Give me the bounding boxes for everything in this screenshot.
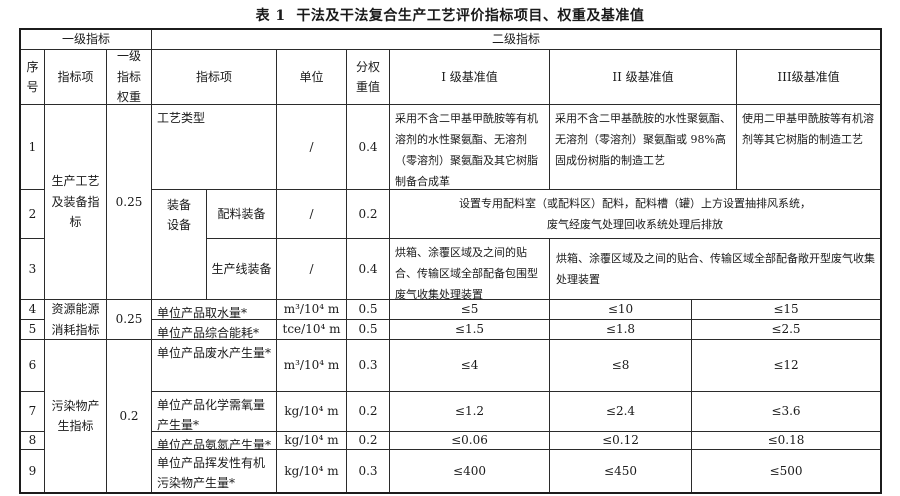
row9-grade2: ≤450 xyxy=(550,450,692,492)
row8-seq: 8 xyxy=(21,432,45,450)
group2-name: 资源能源消耗指标 xyxy=(45,300,107,340)
row6-weight: 0.3 xyxy=(347,340,390,392)
header-sub-weight: 分权 重值 xyxy=(347,50,390,105)
row2-item: 配料装备 xyxy=(207,190,277,239)
row2-item-group: 装备 设备 xyxy=(152,190,207,300)
row3-grade1: 烘箱、涂覆区域及之间的贴合、传输区域全部配备包围型废气收集处理装置 xyxy=(390,239,550,300)
row5-unit: tce/10⁴ m xyxy=(277,320,347,340)
row5-seq: 5 xyxy=(21,320,45,340)
row5-weight: 0.5 xyxy=(347,320,390,340)
row5-grade2: ≤1.8 xyxy=(550,320,692,340)
row8-grade2: ≤0.12 xyxy=(550,432,692,450)
row7-weight: 0.2 xyxy=(347,392,390,432)
row8-grade3: ≤0.18 xyxy=(692,432,880,450)
row1-grade1: 采用不含二甲基甲酰胺等有机溶剂的水性聚氨酯、无溶剂（零溶剂）聚氨酯及其它树脂制备… xyxy=(390,105,550,190)
row8-item: 单位产品氨氮产生量* xyxy=(152,432,277,450)
row1-grade2: 采用不含二甲基酰胺的水性聚氨酯、无溶剂（零溶剂）聚氨酯或 98%高固成份树脂的制… xyxy=(550,105,737,190)
row2-grade-all: 设置专用配料室（或配料区）配料，配料槽（罐）上方设置抽排风系统， 废气经废气处理… xyxy=(390,190,880,239)
row4-item: 单位产品取水量* xyxy=(152,300,277,320)
row1-grade3: 使用二甲基甲酰胺等有机溶剂等其它树脂的制造工艺 xyxy=(737,105,880,190)
row4-weight: 0.5 xyxy=(347,300,390,320)
row5-item: 单位产品综合能耗* xyxy=(152,320,277,340)
row6-item: 单位产品废水产生量* xyxy=(152,340,277,392)
row6-grade3: ≤12 xyxy=(692,340,880,392)
indicator-table: 一级指标 二级指标 序 号 指标项 一级 指标 权重 指标项 单位 分权 重值 … xyxy=(19,28,882,494)
row9-weight: 0.3 xyxy=(347,450,390,492)
row6-seq: 6 xyxy=(21,340,45,392)
row8-weight: 0.2 xyxy=(347,432,390,450)
table-title: 表 1 干法及干法复合生产工艺评价指标项目、权重及基准值 xyxy=(255,8,645,24)
header-unit: 单位 xyxy=(277,50,347,105)
row9-grade1: ≤400 xyxy=(390,450,550,492)
row7-item: 单位产品化学需氧量产生量* xyxy=(152,392,277,432)
row7-seq: 7 xyxy=(21,392,45,432)
row9-grade3: ≤500 xyxy=(769,463,803,478)
row9-unit: kg/10⁴ m xyxy=(277,450,347,492)
header-seq: 序 号 xyxy=(21,50,45,105)
row4-grade2: ≤10 xyxy=(550,300,692,320)
row7-grade3: ≤3.6 xyxy=(692,392,880,432)
row6-grade1: ≤4 xyxy=(390,340,550,392)
row1-unit: / xyxy=(277,105,347,190)
row7-grade1: ≤1.2 xyxy=(390,392,550,432)
row1-seq: 1 xyxy=(21,105,45,190)
row1-item: 工艺类型 xyxy=(152,105,277,190)
row8-unit: kg/10⁴ m xyxy=(277,432,347,450)
row9-seq: 9 xyxy=(21,450,45,492)
row3-seq: 3 xyxy=(21,239,45,300)
header-grade1: I 级基准值 xyxy=(390,50,550,105)
row3-weight: 0.4 xyxy=(347,239,390,300)
row5-grade3: ≤2.5 xyxy=(692,320,880,340)
row7-unit: kg/10⁴ m xyxy=(277,392,347,432)
row4-unit: m³/10⁴ m xyxy=(277,300,347,320)
header-grade2: II 级基准值 xyxy=(550,50,737,105)
row3-grade23: 烘箱、涂覆区域及之间的贴合、传输区域全部配备敞开型废气收集处理装置 xyxy=(550,239,880,300)
row3-item: 生产线装备 xyxy=(207,239,277,300)
row4-seq: 4 xyxy=(21,300,45,320)
row4-grade1: ≤5 xyxy=(390,300,550,320)
group3-weight: 0.2 xyxy=(107,340,152,492)
header-l1-item: 指标项 xyxy=(45,50,107,105)
row4-grade3: ≤15 xyxy=(692,300,880,320)
header-l2-item: 指标项 xyxy=(152,50,277,105)
row2-weight: 0.2 xyxy=(347,190,390,239)
row3-unit: / xyxy=(277,239,347,300)
group3-name: 污染物产生指标 xyxy=(45,340,107,492)
row2-unit: / xyxy=(277,190,347,239)
row1-weight: 0.4 xyxy=(347,105,390,190)
group2-weight: 0.25 xyxy=(107,300,152,340)
header-level1-group: 一级指标 xyxy=(21,30,152,50)
group1-name: 生产工艺及装备指标 xyxy=(45,105,107,300)
row9-item: 单位产品挥发性有机污染物产生量* xyxy=(152,450,277,492)
row2-seq: 2 xyxy=(21,190,45,239)
row7-grade2: ≤2.4 xyxy=(550,392,692,432)
row6-unit: m³/10⁴ m xyxy=(277,340,347,392)
group1-weight: 0.25 xyxy=(107,105,152,300)
header-l1-weight: 一级 指标 权重 xyxy=(107,50,152,105)
header-level2-group: 二级指标 xyxy=(152,30,880,50)
row6-grade2: ≤8 xyxy=(550,340,692,392)
row8-grade1: ≤0.06 xyxy=(390,432,550,450)
header-grade3: III级基准值 xyxy=(737,50,880,105)
row5-grade1: ≤1.5 xyxy=(390,320,550,340)
